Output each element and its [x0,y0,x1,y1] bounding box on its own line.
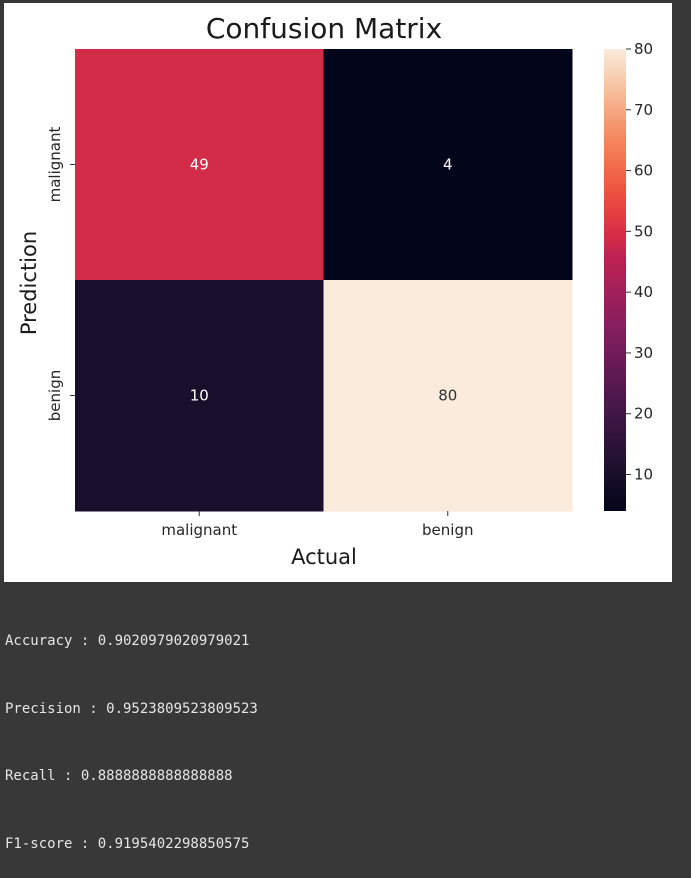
y-tick-labels: malignant benign [46,127,75,421]
cell-value-label: 49 [190,156,209,174]
colorbar-tick-label: 70 [634,101,653,119]
heatmap-cell [75,49,324,281]
f1-score-line: F1-score : 0.9195402298850575 [5,835,250,852]
heatmap-chart: Confusion Matrix Actual Prediction 49 4 10… [17,12,653,569]
colorbar-tick-label: 60 [634,162,653,180]
y-tick-label: benign [46,370,64,421]
heatmap-cell [323,280,573,512]
x-tick-label: benign [422,521,473,539]
console-output: Accuracy : 0.9020979020979021 Precision … [5,585,258,878]
heatmap-cells: 49 4 10 80 [75,49,573,512]
colorbar-tick-label: 80 [634,40,653,58]
x-axis-label: Actual [291,545,357,569]
y-axis-label: Prediction [17,231,41,335]
cell-value-label: 80 [438,387,457,405]
colorbar-tick-label: 50 [634,222,653,240]
cell-value-label: 4 [443,156,453,174]
cell-value-label: 10 [190,387,209,405]
heatmap-cell [323,49,573,281]
precision-line: Precision : 0.9523809523809523 [5,700,258,717]
colorbar-gradient [604,49,626,511]
colorbar-tick-label: 40 [634,283,653,301]
confusion-matrix-figure: Confusion Matrix Actual Prediction 49 4 10… [4,3,672,582]
colorbar-tick-label: 20 [634,405,653,423]
colorbar-tick-label: 30 [634,344,653,362]
y-tick-label: malignant [46,127,64,203]
recall-line: Recall : 0.8888888888888888 [5,768,233,784]
accuracy-line: Accuracy : 0.9020979020979021 [5,633,250,649]
chart-title: Confusion Matrix [206,12,442,45]
colorbar-tick-label: 10 [634,466,653,484]
x-tick-labels: malignant benign [161,511,473,539]
heatmap-cell [75,280,324,512]
x-tick-label: malignant [161,521,237,539]
colorbar: 10 20 30 40 50 60 70 80 [604,40,653,511]
